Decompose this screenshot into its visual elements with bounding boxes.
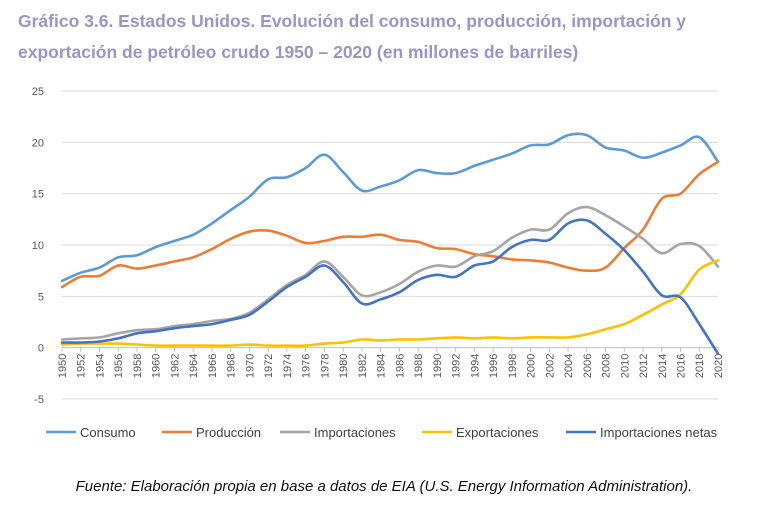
x-tick-label: 1990 [432, 354, 444, 378]
x-tick-label: 2008 [601, 354, 613, 378]
x-tick-label: 1974 [282, 354, 294, 378]
x-tick-label: 2006 [582, 354, 594, 378]
series-line-exportaciones [60, 259, 720, 348]
x-tick-label: 1958 [132, 354, 144, 378]
x-tick-label: 1956 [113, 354, 125, 378]
x-tick-label: 1970 [244, 354, 256, 378]
chart-title: Gráfico 3.6. Estados Unidos. Evolución d… [18, 6, 758, 68]
x-tick-label: 1966 [207, 354, 219, 378]
series-line-produccion [60, 160, 720, 289]
x-tick-label: 1994 [469, 354, 481, 378]
y-tick-label: 0 [38, 343, 44, 355]
y-tick-label: 25 [32, 86, 44, 98]
legend-label: Exportaciones [456, 425, 539, 440]
x-tick-label: 1986 [394, 354, 406, 378]
legend-label: Producción [196, 425, 261, 440]
x-tick-label: 1960 [151, 354, 163, 378]
x-tick-label: 2018 [694, 354, 706, 378]
y-tick-label: 10 [32, 240, 44, 252]
x-tick-label: 1950 [57, 354, 69, 378]
x-tick-label: 2012 [638, 354, 650, 378]
series-line-consumo [60, 132, 720, 283]
source-note: Fuente: Elaboración propia en base a dat… [75, 478, 693, 495]
y-tick-label: 15 [32, 189, 44, 201]
x-tick-label: 2014 [657, 354, 669, 378]
legend-label: Importaciones [314, 425, 396, 440]
chart-title-line-1: Gráfico 3.6. Estados Unidos. Evolución d… [18, 11, 687, 31]
legend-label: Importaciones netas [600, 425, 718, 440]
x-tick-label: 1976 [301, 354, 313, 378]
x-tick-label: 1964 [188, 354, 200, 378]
x-tick-label: 1972 [263, 354, 275, 378]
x-tick-label: 1992 [451, 354, 463, 378]
x-tick-label: 1952 [76, 354, 88, 378]
x-tick-label: 1980 [338, 354, 350, 378]
legend-label: Consumo [80, 425, 136, 440]
x-tick-label: 2004 [563, 354, 575, 378]
series-line-importaciones-netas [60, 218, 720, 356]
x-tick-label: 1978 [319, 354, 331, 378]
y-tick-label: 5 [38, 291, 44, 303]
x-tick-label: 2010 [619, 354, 631, 378]
y-tick-label: -5 [34, 394, 44, 406]
x-tick-label: 1988 [413, 354, 425, 378]
x-tick-label: 1998 [507, 354, 519, 378]
x-tick-label: 1996 [488, 354, 500, 378]
x-tick-label: 2000 [526, 354, 538, 378]
x-tick-label: 2016 [676, 354, 688, 378]
series-line-importaciones [60, 205, 720, 341]
x-tick-label: 1962 [169, 354, 181, 378]
x-tick-label: 2020 [713, 354, 725, 378]
x-tick-label: 1982 [357, 354, 369, 378]
y-tick-label: 20 [32, 137, 44, 149]
x-tick-label: 1968 [226, 354, 238, 378]
x-tick-label: 1954 [94, 354, 106, 378]
x-tick-label: 2002 [544, 354, 556, 378]
x-tick-label: 1984 [376, 354, 388, 378]
chart: -5 0 5 10 15 20 25 1950 1952 1954 1956 1958 1960 1962… [32, 86, 725, 440]
chart-title-line-2: exportación de petróleo crudo 1950 – 202… [18, 42, 579, 62]
